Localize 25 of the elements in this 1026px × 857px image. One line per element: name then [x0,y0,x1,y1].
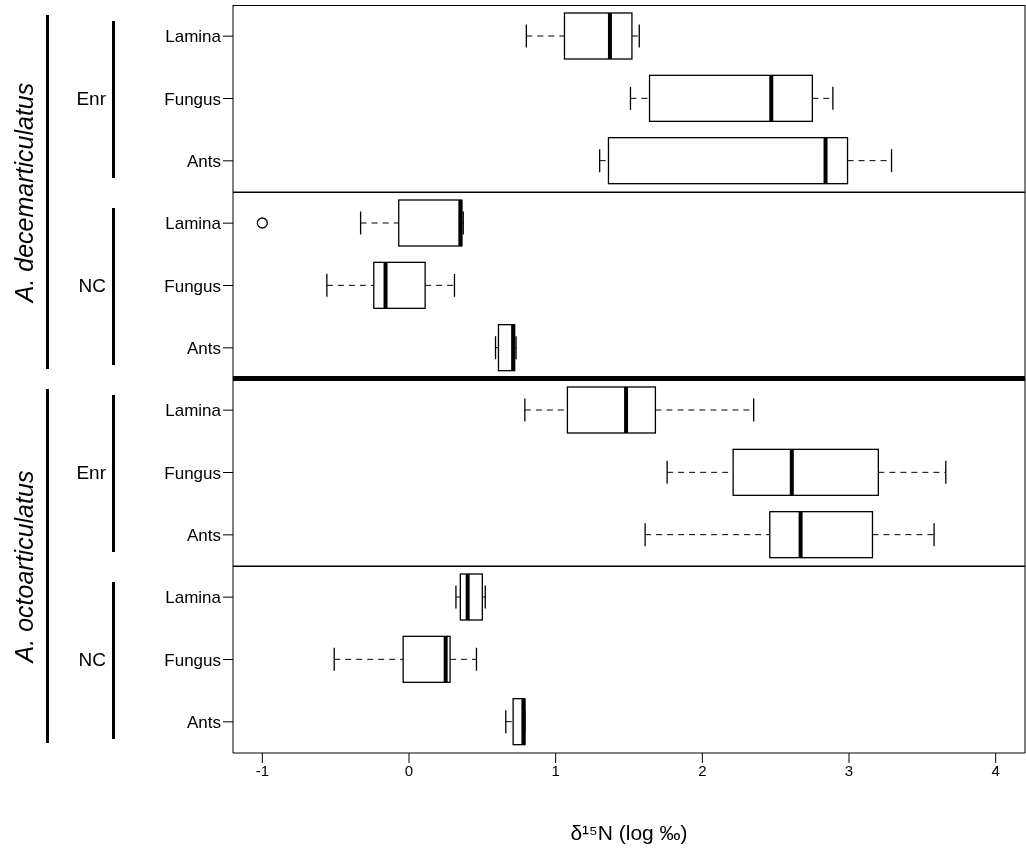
x-tick-label: 3 [844,761,854,779]
y-tick-label: Lamina [165,401,222,421]
x-tick-label: 0 [404,761,414,779]
y-tick-label: Fungus [164,276,221,296]
y-tick-label: Lamina [165,214,222,234]
x-tick-label: -1 [255,761,270,779]
y-axis-title: A. decemarticulatus [10,82,40,302]
text: Enr [75,460,106,485]
text: NC [77,647,106,672]
y-tick-label: Fungus [164,89,221,109]
text: Enr [75,86,106,111]
y-tick-label: Fungus [164,650,221,670]
x-axis-title: δ¹⁵N (log ‰) [570,821,688,844]
x-tick-label: 1 [551,761,560,779]
y-tick-label: Lamina [165,588,222,608]
y-tick-label: Ants [186,712,221,732]
y-tick-label: Fungus [164,463,221,483]
y-tick-label: Ants [186,525,221,545]
y-axis-title: A. octoarticulatus [10,470,40,662]
x-tick-label: 4 [991,761,1000,779]
x-tick-label: 2 [698,761,707,779]
y-tick-label: Ants [186,338,221,358]
text: NC [77,273,106,298]
y-tick-label: Ants [186,151,221,171]
y-tick-label: Lamina [165,27,222,47]
